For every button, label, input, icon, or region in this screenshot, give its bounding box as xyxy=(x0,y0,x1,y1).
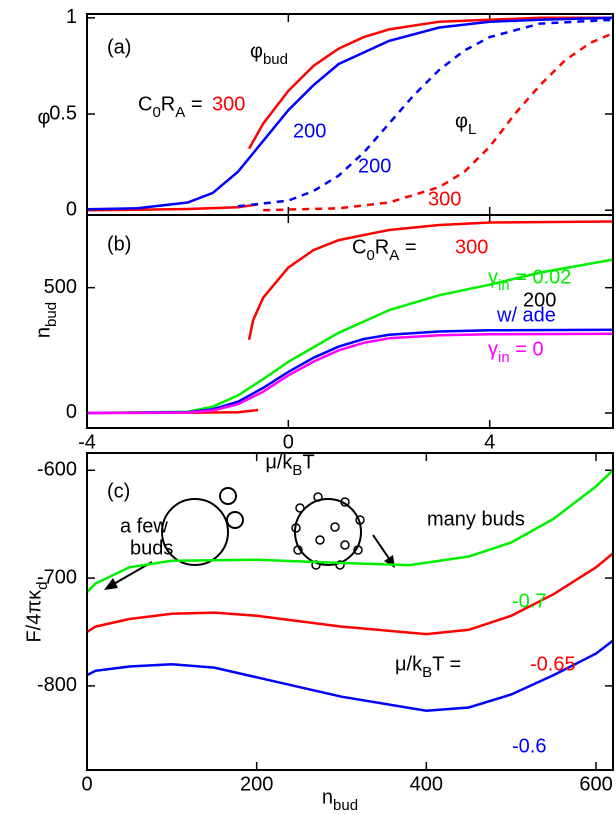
y-tick-label: 0.5 xyxy=(49,102,77,124)
annotation: φL xyxy=(455,110,476,138)
x-axis-label: μ/kBT xyxy=(265,451,314,479)
curve xyxy=(87,552,613,636)
curve xyxy=(87,332,613,415)
annotation: -0.7 xyxy=(512,590,546,612)
annotation: φbud xyxy=(250,40,288,68)
annotation: 300 xyxy=(212,93,245,115)
curve xyxy=(247,220,613,341)
x-tick-label: -4 xyxy=(78,431,96,453)
annotation: buds xyxy=(130,537,173,559)
y-tick-label: 500 xyxy=(44,276,77,298)
annotation: μ/kBT = xyxy=(395,653,461,681)
y-axis-label: F/4πκd xyxy=(23,581,51,642)
y-tick-label: -800 xyxy=(37,674,77,696)
plot-frame xyxy=(86,452,614,771)
curve xyxy=(237,18,613,208)
annotation: w/ ade xyxy=(496,304,556,326)
annotation: -0.65 xyxy=(530,653,576,675)
curve xyxy=(87,469,613,593)
y-tick-label: -700 xyxy=(37,566,77,588)
y-tick-label: 0 xyxy=(66,198,77,220)
y-axis-label: φ xyxy=(38,106,51,128)
annotation: a few xyxy=(120,515,168,537)
annotation: γin = 0 xyxy=(488,338,544,366)
annotation: (a) xyxy=(107,36,131,58)
x-tick-label: 200 xyxy=(240,773,273,795)
annotation: 200 xyxy=(293,120,326,142)
annotation: (b) xyxy=(107,233,131,255)
y-axis-label: nbud xyxy=(32,302,60,338)
annotation: many buds xyxy=(427,508,525,530)
x-tick-label: 600 xyxy=(579,773,612,795)
x-axis-label: nbud xyxy=(322,786,358,814)
curve xyxy=(87,328,613,415)
annotation: 200 xyxy=(358,155,391,177)
x-tick-label: 4 xyxy=(484,431,495,453)
annotation: 200 xyxy=(523,289,556,311)
y-tick-label: 1 xyxy=(66,6,77,28)
annotation: 300 xyxy=(428,188,461,210)
curve xyxy=(87,258,613,415)
annotation: C0RA = xyxy=(352,236,417,264)
x-tick-label: 400 xyxy=(410,773,443,795)
x-tick-label: 0 xyxy=(283,431,294,453)
x-tick-label: 0 xyxy=(81,773,92,795)
curve xyxy=(87,639,613,712)
y-tick-label: -600 xyxy=(37,459,77,481)
annotation: 300 xyxy=(455,236,488,258)
annotation: C0RA = xyxy=(138,93,203,121)
curve xyxy=(248,16,613,150)
annotation: (c) xyxy=(107,480,130,502)
annotation: -0.6 xyxy=(512,735,546,757)
plot-frame xyxy=(86,214,614,429)
curve xyxy=(87,16,613,211)
y-tick-label: 0 xyxy=(66,401,77,423)
curve xyxy=(263,32,613,212)
